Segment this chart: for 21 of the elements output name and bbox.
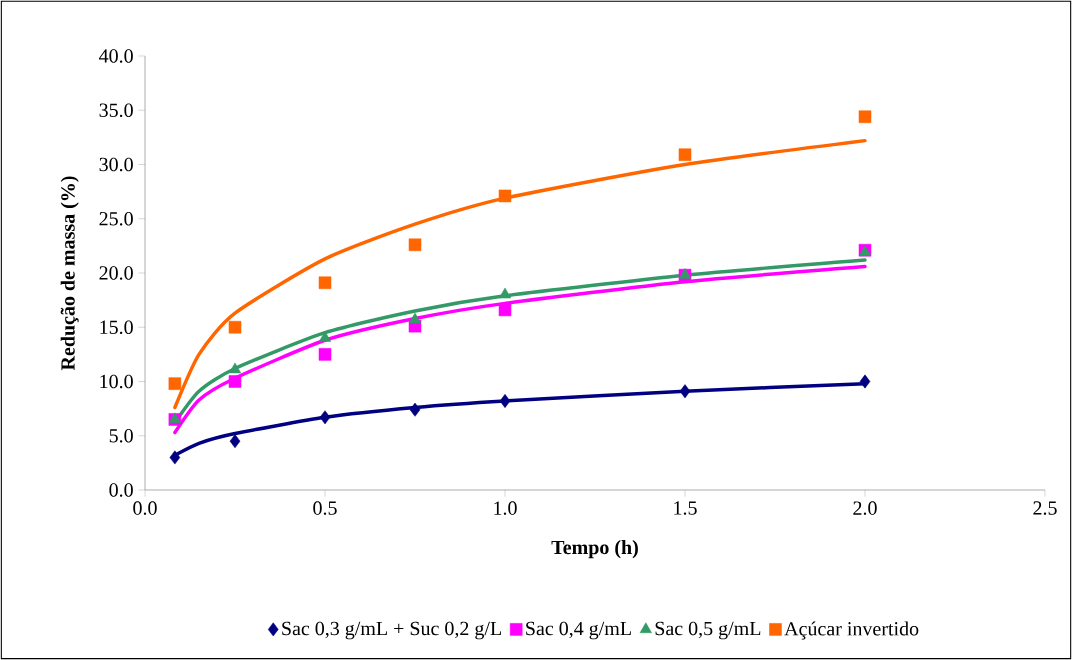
y-tick-label: 0.0 <box>109 483 133 497</box>
y-tick-label: 10.0 <box>100 374 133 389</box>
x-tick-label: 0.0 <box>133 501 157 515</box>
x-tick-label: 2.5 <box>1033 501 1057 515</box>
y-tick-label: 40.0 <box>99 49 133 63</box>
y-tick-label: 15.0 <box>100 320 133 335</box>
y-axis-title: Redução de massa (%) <box>60 176 79 371</box>
x-tick-label: 1.5 <box>674 501 697 515</box>
y-tick-label: 30.0 <box>99 157 133 172</box>
y-tick-label: 35.0 <box>99 103 133 118</box>
x-tick-label: 0.5 <box>313 501 337 515</box>
x-tick-label: 2.0 <box>853 501 877 515</box>
x-axis-title: Tempo (h) <box>551 540 638 559</box>
y-tick-label: 20.0 <box>99 266 133 280</box>
legend-label: Açúcar invertido <box>784 621 919 640</box>
y-tick-label: 5.0 <box>109 428 133 443</box>
legend-label: Sac 0,5 g/mL <box>655 621 761 640</box>
legend-label: Sac 0,3 g/mL + Suc 0,2 g/L <box>282 621 501 640</box>
x-tick-label: 1.0 <box>494 501 517 515</box>
y-tick-label: 25.0 <box>99 211 133 226</box>
legend-label: Sac 0,4 g/mL <box>526 621 631 640</box>
